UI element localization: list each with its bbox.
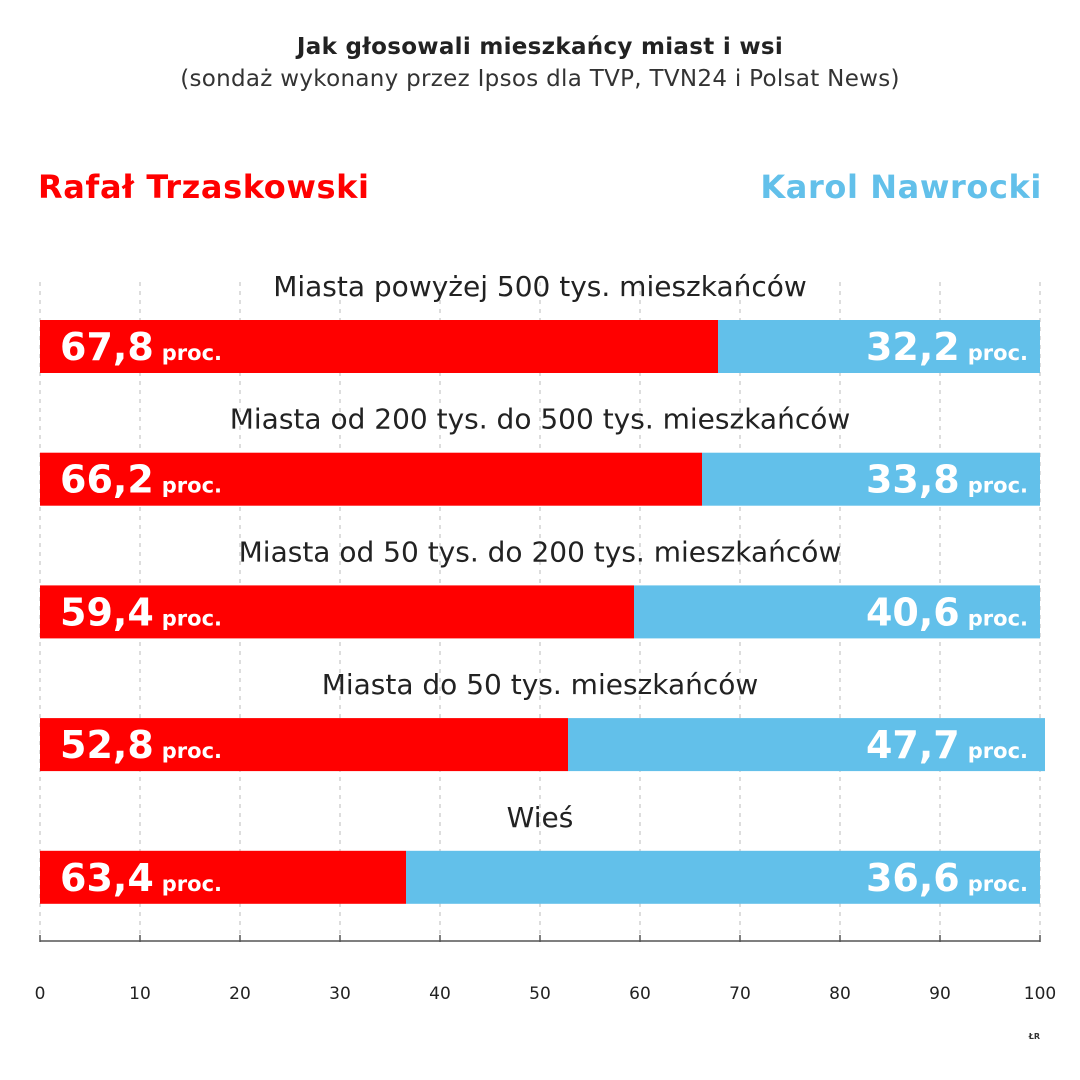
value-unit-left: proc. [162, 341, 222, 365]
value-number-left: 59,4 [60, 590, 154, 634]
x-tick-label: 50 [529, 984, 551, 1004]
value-label-right: 40,6 proc. [866, 590, 1028, 634]
value-label-right: 47,7 proc. [866, 723, 1028, 767]
x-tick-label: 90 [929, 984, 951, 1004]
credit-mark: ŁR [1028, 1032, 1040, 1041]
x-tick-label: 10 [129, 984, 151, 1004]
value-number-left: 52,8 [60, 723, 154, 767]
value-label-left: 66,2 proc. [60, 458, 222, 502]
value-number-right: 36,6 [866, 856, 960, 900]
x-tick-label: 60 [629, 984, 651, 1004]
chart-subtitle: (sondaż wykonany przez Ipsos dla TVP, TV… [180, 66, 900, 92]
value-number-right: 47,7 [866, 723, 960, 767]
bar-left [40, 850, 406, 904]
chart-title: Jak głosowali mieszkańcy miast i wsi [296, 34, 784, 60]
value-number-right: 32,2 [866, 325, 960, 369]
value-label-left: 59,4 proc. [60, 590, 222, 634]
value-unit-left: proc. [162, 872, 222, 896]
value-unit-right: proc. [968, 606, 1028, 630]
value-unit-left: proc. [162, 606, 222, 630]
bar-right [634, 585, 1040, 639]
bar-right [406, 850, 1040, 904]
value-number-right: 40,6 [866, 590, 960, 634]
category-label: Miasta powyżej 500 tys. mieszkańców [273, 270, 807, 303]
x-tick-label: 20 [229, 984, 251, 1004]
x-tick-label: 100 [1024, 984, 1056, 1004]
value-label-right: 32,2 proc. [866, 325, 1028, 369]
value-unit-left: proc. [162, 474, 222, 498]
bar-left [40, 585, 634, 639]
candidate-right-label: Karol Nawrocki [760, 168, 1042, 206]
category-label: Miasta od 50 tys. do 200 tys. mieszkańcó… [239, 535, 842, 568]
value-number-left: 63,4 [60, 856, 154, 900]
candidate-left-label: Rafał Trzaskowski [38, 168, 370, 206]
bar-right [718, 320, 1040, 373]
category-label: Miasta od 200 tys. do 500 tys. mieszkańc… [230, 403, 851, 436]
value-label-left: 63,4 proc. [60, 856, 222, 900]
bar-right [702, 452, 1040, 506]
value-label-left: 67,8 proc. [60, 325, 222, 369]
value-unit-right: proc. [968, 341, 1028, 365]
value-label-left: 52,8 proc. [60, 723, 222, 767]
bar-left [40, 718, 568, 772]
value-label-right: 33,8 proc. [866, 458, 1028, 502]
value-number-right: 33,8 [866, 458, 960, 502]
x-tick-label: 70 [729, 984, 751, 1004]
category-label: Miasta do 50 tys. mieszkańców [322, 668, 759, 701]
value-unit-right: proc. [968, 739, 1028, 763]
bar-left [40, 452, 702, 506]
x-tick-label: 40 [429, 984, 451, 1004]
value-unit-right: proc. [968, 872, 1028, 896]
x-tick-label: 30 [329, 984, 351, 1004]
value-label-right: 36,6 proc. [866, 856, 1028, 900]
x-tick-label: 80 [829, 984, 851, 1004]
bar-right [568, 718, 1045, 772]
category-label: Wieś [507, 801, 574, 834]
value-unit-left: proc. [162, 739, 222, 763]
value-unit-right: proc. [968, 474, 1028, 498]
value-number-left: 67,8 [60, 325, 154, 369]
x-tick-label: 0 [35, 984, 46, 1004]
bar-left [40, 320, 718, 373]
value-number-left: 66,2 [60, 458, 154, 502]
